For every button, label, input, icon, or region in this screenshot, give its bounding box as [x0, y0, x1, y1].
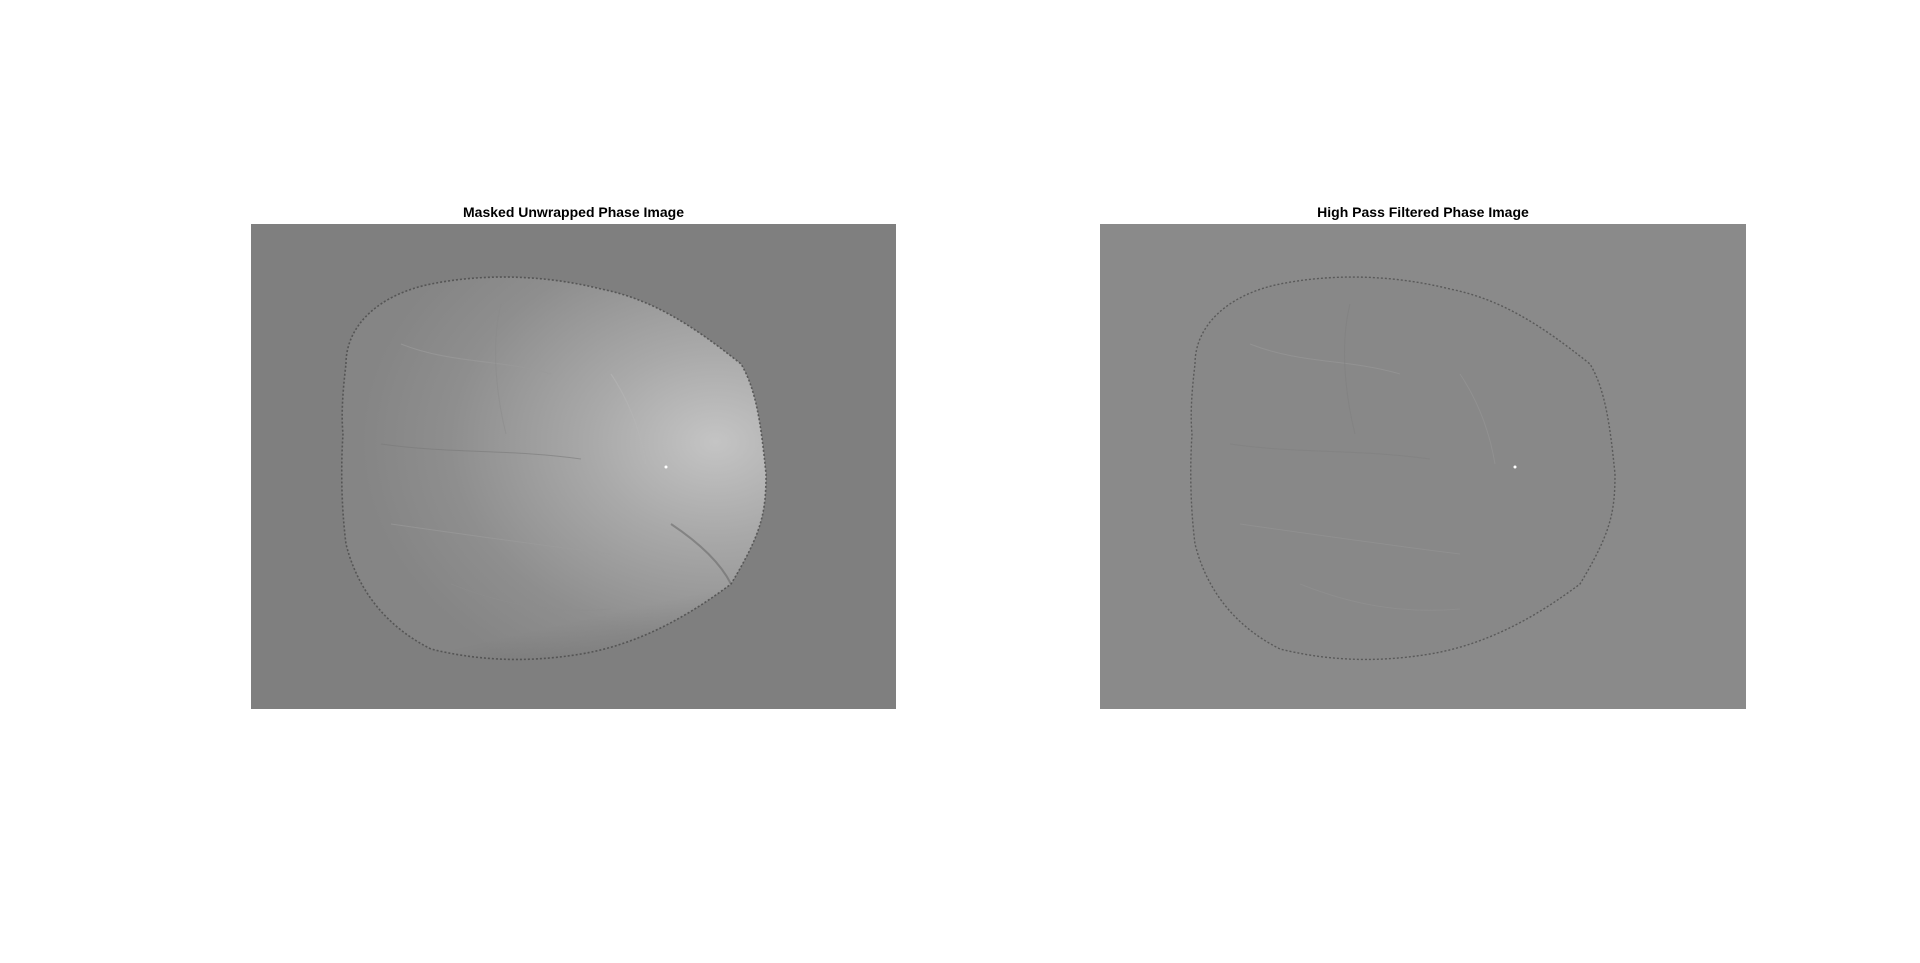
- panel-masked-unwrapped-phase: Masked Unwrapped Phase Image: [251, 203, 896, 709]
- masked-unwrapped-phase-image: [251, 224, 896, 709]
- panel-title: High Pass Filtered Phase Image: [1317, 204, 1529, 220]
- high-pass-filtered-phase-image: [1100, 224, 1746, 709]
- panel-high-pass-filtered-phase: High Pass Filtered Phase Image: [1100, 203, 1746, 709]
- panel-title: Masked Unwrapped Phase Image: [463, 204, 684, 220]
